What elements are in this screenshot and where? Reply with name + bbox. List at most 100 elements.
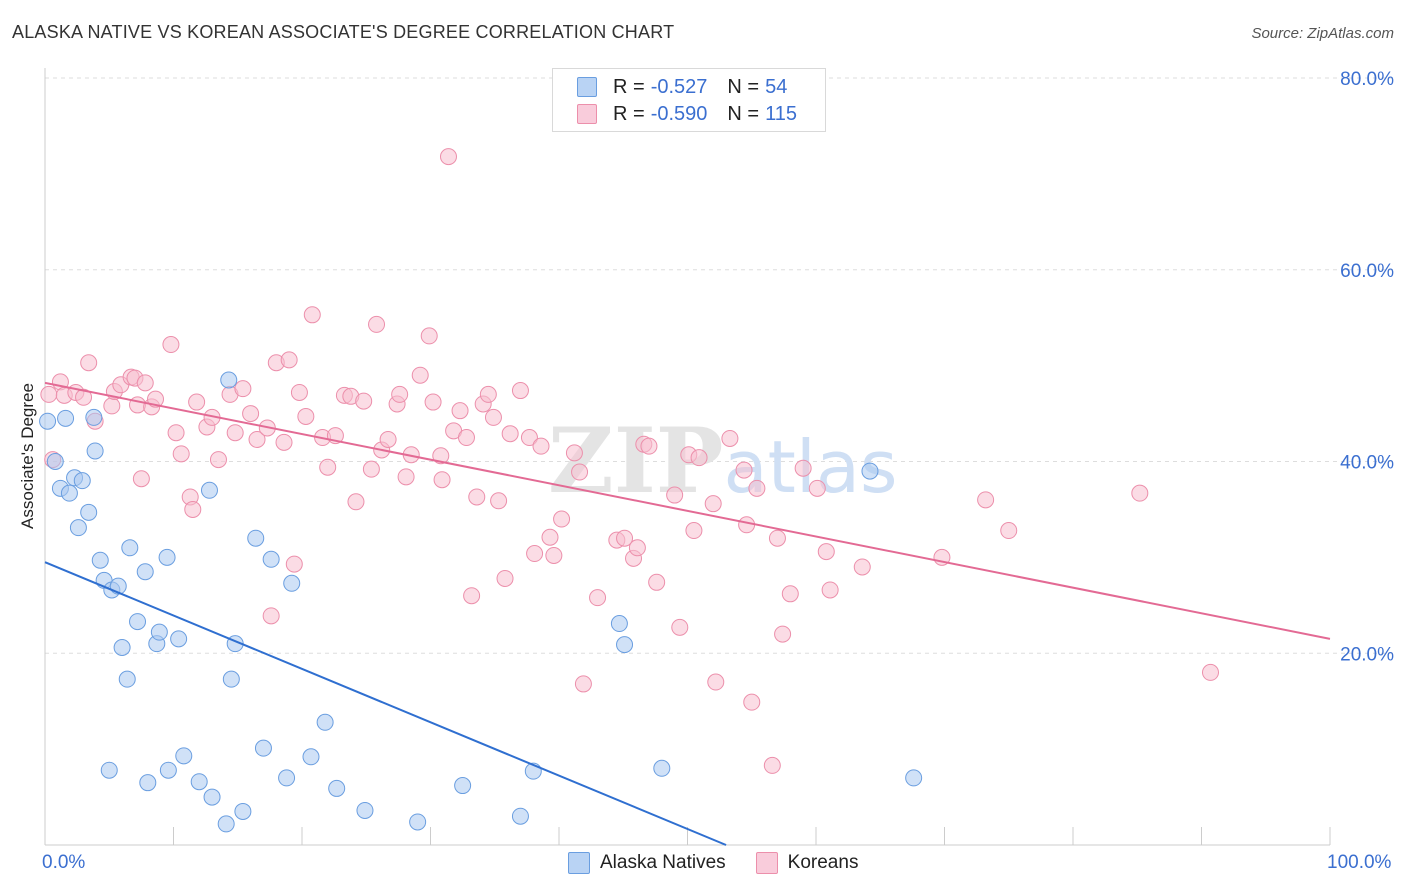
korean-point (80, 354, 98, 372)
alaska-native-point (118, 670, 136, 688)
correlation-legend: R = -0.527 N = 54 R = -0.590 N = 115 (552, 68, 826, 132)
korean-point (234, 380, 252, 398)
korean-point (226, 424, 244, 442)
korean-point (541, 528, 559, 546)
korean-point (463, 587, 481, 605)
korean-point (379, 430, 397, 448)
alaska-native-point (150, 623, 168, 641)
alaska-native-point (356, 801, 374, 819)
korean-point (768, 529, 786, 547)
korean-point (545, 546, 563, 564)
alaska-native-point (302, 748, 320, 766)
korean-point (808, 479, 826, 497)
data-points (39, 148, 1219, 833)
r-value: -0.590 (650, 102, 708, 125)
korean-point (501, 425, 519, 443)
korean-point (748, 479, 766, 497)
korean-point (319, 458, 337, 476)
korean-point (479, 385, 497, 403)
alaska-native-point (85, 408, 103, 426)
korean-point (167, 424, 185, 442)
korean-point (439, 148, 457, 166)
korean-point (468, 488, 486, 506)
korean-point (262, 607, 280, 625)
korean-point (821, 581, 839, 599)
watermark: ZIPatlas (548, 408, 897, 514)
korean-point (490, 492, 508, 510)
n-value: 115 (765, 102, 797, 125)
blue-swatch-icon (577, 77, 597, 97)
legend-item-koreans: Koreans (755, 852, 858, 874)
alaska-native-point (136, 563, 154, 581)
r-label: R = (613, 75, 645, 98)
alaska-native-trend-line (44, 561, 727, 846)
series-legend: Alaska Natives Koreans (568, 852, 888, 874)
alaska-native-point (200, 481, 218, 499)
alaska-native-point (129, 613, 147, 631)
korean-point (589, 589, 607, 607)
y-tick-label: 80.0% (1340, 69, 1394, 90)
korean-point (484, 408, 502, 426)
alaska-native-point (278, 769, 296, 787)
korean-point (526, 545, 544, 563)
legend-row-koreans: R = -0.590 N = 115 (577, 101, 797, 127)
y-tick-label: 60.0% (1340, 261, 1394, 282)
alaska-native-point (409, 813, 427, 831)
y-axis-label: Associate's Degree (18, 383, 37, 529)
alaska-native-point (511, 807, 529, 825)
korean-point (977, 491, 995, 509)
korean-point (817, 543, 835, 561)
korean-point (424, 393, 442, 411)
watermark-text: ZIPatlas (548, 408, 897, 514)
korean-point (248, 430, 266, 448)
r-value: -0.527 (650, 75, 708, 98)
korean-point (685, 522, 703, 540)
blue-swatch-icon (568, 852, 590, 874)
pink-swatch-icon (577, 104, 597, 124)
legend-row-alaska-natives: R = -0.527 N = 54 (577, 74, 787, 100)
korean-point (355, 392, 373, 410)
alaska-native-point (86, 442, 104, 460)
korean-point (707, 673, 725, 691)
alaska-native-point (175, 747, 193, 765)
korean-point (172, 445, 190, 463)
alaska-native-point (905, 769, 923, 787)
korean-point (1000, 522, 1018, 540)
korean-point (136, 374, 154, 392)
alaska-native-point (220, 371, 238, 389)
x-tick-label-max: 100.0% (1327, 852, 1392, 873)
alaska-native-point (234, 802, 252, 820)
korean-point (1131, 484, 1149, 502)
alaska-native-point (100, 761, 118, 779)
korean-point (162, 336, 180, 354)
alaska-native-point (69, 519, 87, 537)
korean-point (648, 573, 666, 591)
korean-point (420, 327, 438, 345)
korean-point (432, 447, 450, 465)
korean-point (362, 460, 380, 478)
alaska-native-point (39, 412, 57, 430)
alaska-native-point (283, 574, 301, 592)
korean-point (553, 510, 571, 528)
korean-point (616, 529, 634, 547)
y-tick-label: 20.0% (1340, 644, 1394, 665)
alaska-native-point (91, 551, 109, 569)
korean-point (132, 470, 150, 488)
korean-trend-line (44, 381, 1331, 640)
korean-point (565, 444, 583, 462)
korean-point (628, 539, 646, 557)
korean-point (290, 383, 308, 401)
korean-point (532, 437, 550, 455)
korean-point (704, 495, 722, 513)
alaska-native-point (454, 777, 472, 795)
r-label: R = (613, 102, 645, 125)
korean-point (721, 429, 739, 447)
grid (45, 77, 1395, 654)
korean-point (666, 486, 684, 504)
legend-label: Alaska Natives (600, 852, 726, 873)
alaska-native-point (80, 503, 98, 521)
korean-point (303, 306, 321, 324)
korean-point (411, 366, 429, 384)
korean-point (242, 405, 260, 423)
